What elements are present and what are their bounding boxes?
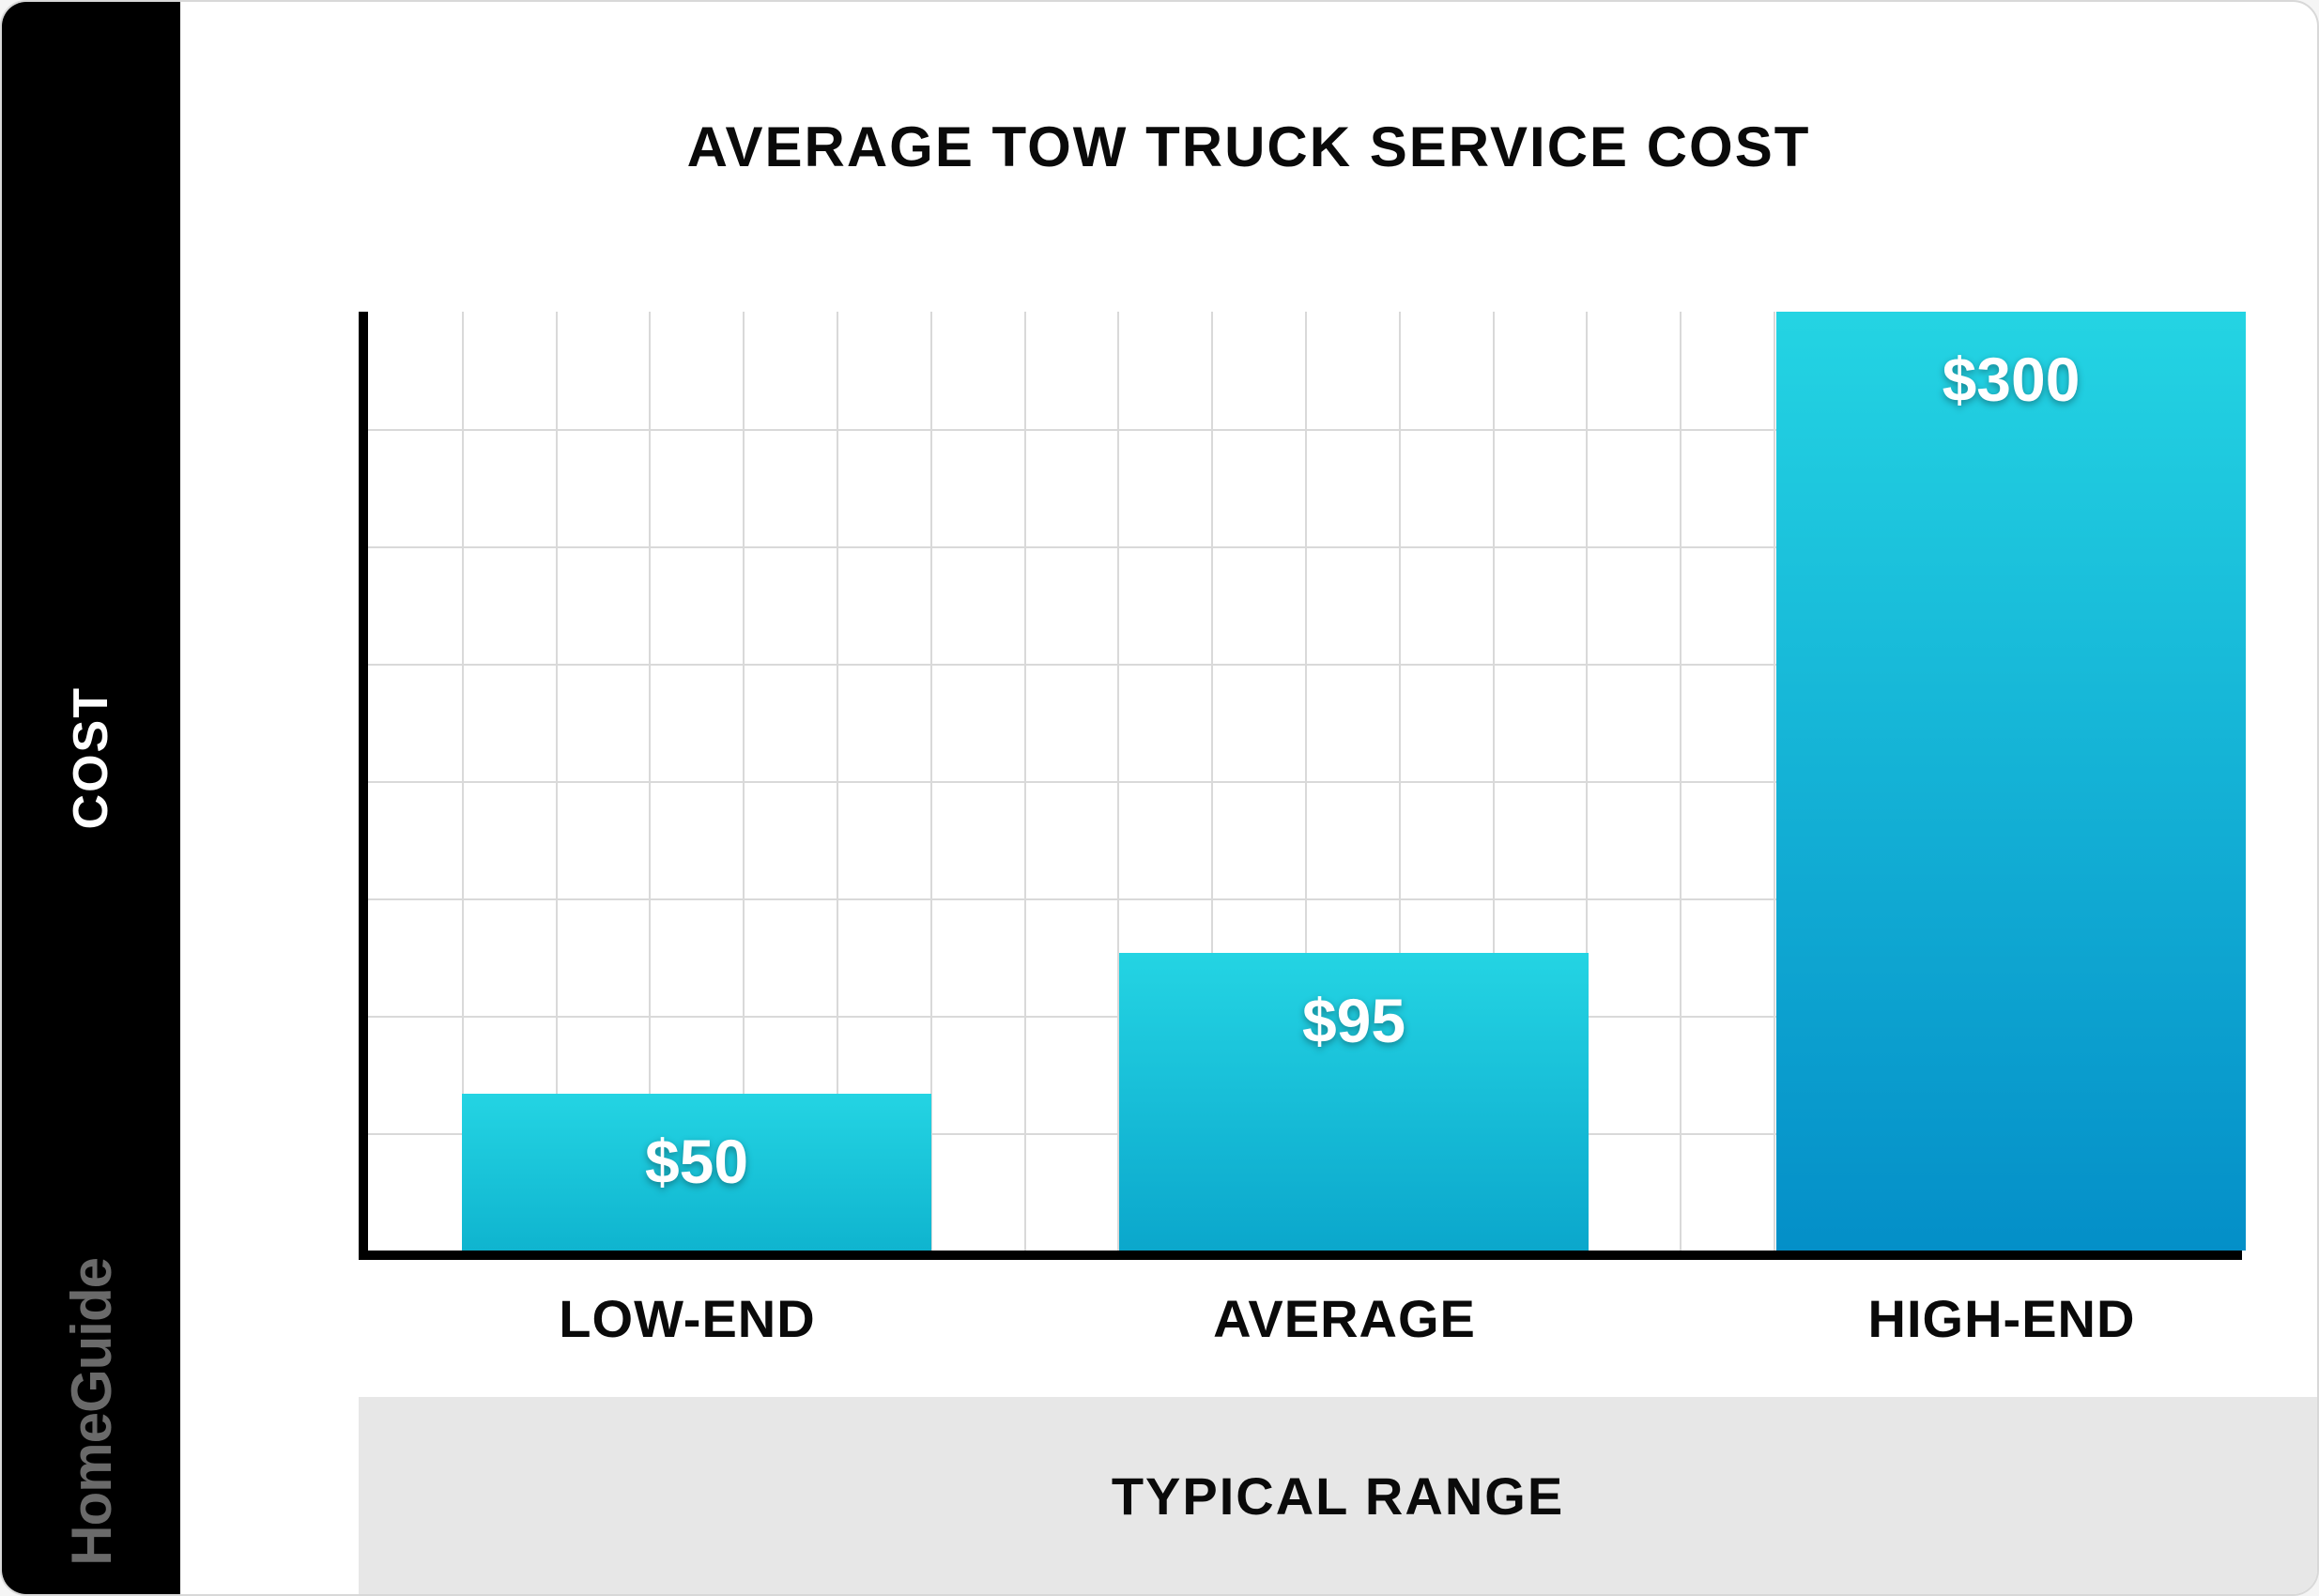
bar-value-label: $300 xyxy=(1776,344,2246,415)
x-axis-title: TYPICAL RANGE xyxy=(1112,1466,1564,1527)
chart-title: AVERAGE TOW TRUCK SERVICE COST xyxy=(180,115,2317,179)
chart-content: AVERAGE TOW TRUCK SERVICE COST $50 $95 $30… xyxy=(180,2,2317,1594)
y-axis-label: COST xyxy=(63,686,119,829)
plot-area: $50$95$300 xyxy=(359,312,2242,1260)
x-axis-category-label: HIGH-END xyxy=(1767,1288,2236,1349)
x-axis-category-label: LOW-END xyxy=(453,1288,922,1349)
bar-value-label: $95 xyxy=(1119,985,1589,1056)
x-axis-title-band: TYPICAL RANGE xyxy=(359,1397,2317,1594)
brand-label: HomeGuide xyxy=(59,1258,124,1566)
sidebar: COST HomeGuide xyxy=(2,2,180,1594)
chart-frame: COST HomeGuide AVERAGE TOW TRUCK SERVICE… xyxy=(0,0,2319,1596)
x-axis-category-label: AVERAGE xyxy=(1110,1288,1579,1349)
bar-fill xyxy=(1776,312,2246,1251)
x-axis-labels: LOW-END AVERAGE HIGH-END xyxy=(359,1288,2242,1382)
bars-container: $50$95$300 xyxy=(368,312,2242,1251)
bar-value-label: $50 xyxy=(462,1126,931,1197)
